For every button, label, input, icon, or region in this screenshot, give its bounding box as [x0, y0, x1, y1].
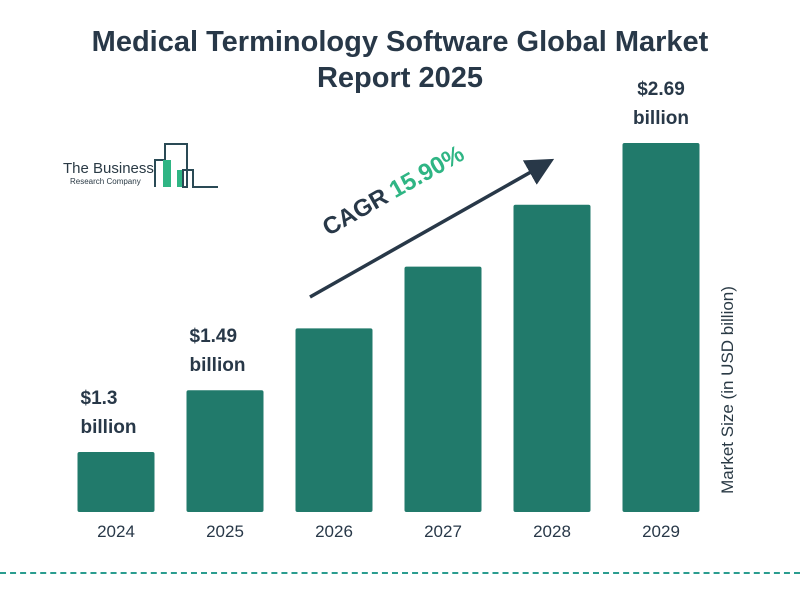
- bar-2024: [77, 452, 155, 512]
- x-tick-label: 2028: [533, 522, 571, 541]
- data-label-unit: billion: [633, 108, 689, 129]
- bar-2025: [186, 390, 264, 512]
- data-label-value: $1.3: [81, 388, 118, 409]
- cagr-arrow-icon: [309, 158, 555, 299]
- logo-building-icon: [154, 143, 218, 188]
- bar-2029: [622, 143, 700, 512]
- x-tick-label: 2024: [97, 522, 135, 541]
- title-line-2: Report 2025: [316, 62, 483, 94]
- chart-title: Medical Terminology Software Global Mark…: [0, 24, 800, 96]
- x-tick-label: 2027: [424, 522, 462, 541]
- company-logo: The Business Research Company: [60, 140, 230, 195]
- dashed-divider: [0, 572, 800, 574]
- bar-2027: [404, 266, 482, 512]
- x-tick-label: 2025: [206, 522, 244, 541]
- bar-2028: [513, 204, 591, 513]
- logo-line-2: Research Company: [70, 177, 141, 186]
- title-line-1: Medical Terminology Software Global Mark…: [91, 26, 709, 58]
- logo-line-1: The Business: [63, 160, 154, 177]
- data-label-unit: billion: [190, 355, 246, 376]
- x-tick-label: 2026: [315, 522, 353, 541]
- y-axis-label: Market Size (in USD billion): [718, 286, 737, 494]
- x-tick-label: 2029: [642, 522, 680, 541]
- data-label-unit: billion: [81, 417, 137, 438]
- data-label-value: $1.49: [190, 326, 238, 347]
- bar-2026: [295, 328, 373, 512]
- data-label-value: $2.69: [637, 79, 685, 100]
